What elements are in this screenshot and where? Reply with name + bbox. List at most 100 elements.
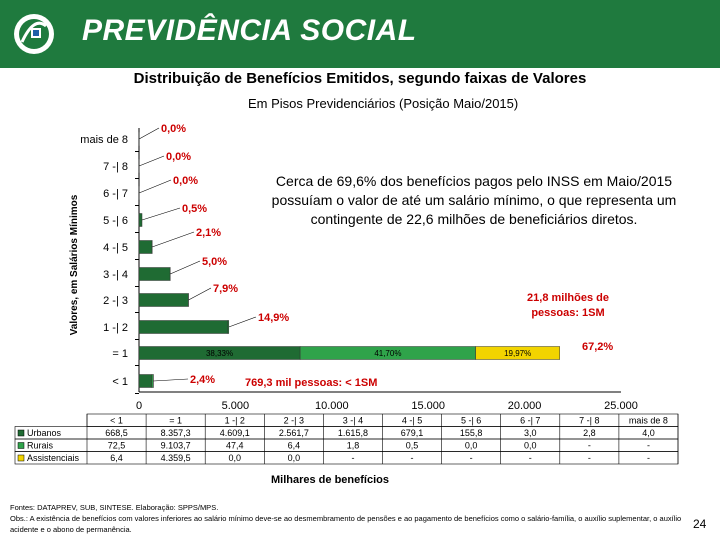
bar-segment-assistenciais (475, 346, 560, 360)
bar-percent-label: 7,9% (213, 283, 238, 295)
table-cell: 1,8 (347, 441, 360, 451)
y-tick-label: 1 -| 2 (103, 322, 128, 334)
eq1-people-note-line1: 21,8 milhões de (527, 292, 609, 304)
table-header-cell: mais de 8 (629, 416, 668, 426)
bar-segment-urbanos (138, 213, 143, 227)
y-tick-label: 2 -| 3 (103, 295, 128, 307)
table-cell: 2,8 (583, 428, 596, 438)
legend-series-name: Assistenciais (27, 453, 80, 463)
label-leader (138, 127, 160, 140)
previdencia-logo-icon (14, 14, 54, 54)
table-row (14, 451, 679, 465)
table-header-cell: 6 -| 7 (520, 416, 540, 426)
y-tick-label: 5 -| 6 (103, 215, 128, 227)
table-cell: - (647, 453, 650, 463)
eq1-total-label: 67,2% (582, 341, 613, 353)
y-tick-label: mais de 8 (80, 134, 128, 146)
bar-percent-label: 0,5% (182, 203, 207, 215)
legend-series-name: Rurais (27, 441, 54, 451)
page-subtitle: Em Pisos Previdenciários (Posição Maio/2… (248, 96, 519, 111)
table-cell: 0,0 (524, 441, 537, 451)
table-cell: 0,5 (406, 441, 419, 451)
bar-segment-urbanos (138, 267, 171, 281)
bar-segment-urbanos (138, 374, 153, 388)
table-cell: 668,5 (105, 428, 128, 438)
lt1-people-note: 769,3 mil pessoas: < 1SM (245, 377, 377, 389)
x-tick-label: 25.000 (604, 400, 638, 412)
table-cell: 679,1 (401, 428, 424, 438)
table-cell: 6,4 (288, 441, 301, 451)
legend-swatch (17, 429, 25, 437)
page-title: Distribuição de Benefícios Emitidos, seg… (133, 70, 587, 87)
bar-percent-label: 14,9% (258, 312, 289, 324)
table-cell: 4.359,5 (161, 453, 191, 463)
table-header-cell: 5 -| 6 (461, 416, 481, 426)
legend-swatch (17, 442, 25, 449)
bar-segment-urbanos (138, 320, 229, 334)
table-cell: - (351, 453, 354, 463)
label-leader (138, 179, 172, 194)
table-cell: - (588, 441, 591, 451)
label-leader (153, 378, 189, 382)
y-tick-label: < 1 (112, 376, 128, 388)
x-axis-title: Milhares de benefícios (271, 474, 389, 486)
table-cell: - (411, 453, 414, 463)
eq1-people-note-line2: pessoas: 1SM (531, 307, 604, 319)
y-tick-label: 3 -| 4 (103, 269, 128, 281)
label-leader (170, 260, 201, 275)
segment-percent-label: 41,70% (374, 349, 401, 358)
table-cell: 6,4 (110, 453, 123, 463)
table-cell: - (588, 453, 591, 463)
table-header-cell: 1 -| 2 (225, 416, 245, 426)
page-number: 24 (693, 517, 707, 531)
segment-percent-label: 38,33% (206, 349, 233, 358)
bar-segment-urbanos (138, 240, 153, 254)
table-header-cell: 3 -| 4 (343, 416, 363, 426)
table-cell: 4,0 (642, 428, 655, 438)
label-leader (152, 231, 195, 248)
table-header-cell: 4 -| 5 (402, 416, 422, 426)
x-tick-label: 15.000 (411, 400, 445, 412)
table-header-cell: < 1 (110, 416, 123, 426)
bar-percent-label: 5,0% (202, 256, 227, 268)
label-leader (138, 155, 165, 167)
y-tick-label: 7 -| 8 (103, 161, 128, 173)
footer-notes: Fontes: DATAPREV, SUB, SINTESE. Elaboraç… (10, 502, 690, 535)
table-cell: - (647, 441, 650, 451)
bar-segment-rurais (227, 320, 230, 334)
legend-swatch (17, 454, 25, 462)
table-header-cell: = 1 (169, 416, 182, 426)
table-cell: 155,8 (460, 428, 483, 438)
y-tick-label: = 1 (112, 348, 128, 360)
table-cell: 3,0 (524, 428, 537, 438)
x-tick-label: 0 (136, 400, 142, 412)
y-tick-label: 6 -| 7 (103, 188, 128, 200)
table-cell: 0,0 (288, 453, 301, 463)
table-cell: 4.609,1 (220, 428, 250, 438)
table-cell: 8.357,3 (161, 428, 191, 438)
table-cell: 47,4 (226, 441, 244, 451)
table-cell: 0,0 (228, 453, 241, 463)
table-cell: 0,0 (465, 441, 478, 451)
table-cell: 9.103,7 (161, 441, 191, 451)
footer-observation: Obs.: A existência de benefícios com val… (10, 514, 682, 534)
segment-percent-label: 19,97% (504, 349, 531, 358)
bar-percent-label: 0,0% (173, 175, 198, 187)
table-cell: 72,5 (108, 441, 126, 451)
x-tick-label: 10.000 (315, 400, 349, 412)
bar-percent-label: 2,1% (196, 227, 221, 239)
legend-series-name: Urbanos (27, 428, 62, 438)
bar-percent-label: 2,4% (190, 374, 215, 386)
header-bar: PREVIDÊNCIA SOCIAL (0, 0, 720, 68)
table-header-cell: 2 -| 3 (284, 416, 304, 426)
bar-percent-label: 0,0% (166, 151, 191, 163)
y-axis-title: Valores, em Salários Mínimos (69, 194, 80, 335)
label-leader (228, 316, 257, 328)
table-cell: 2.561,7 (279, 428, 309, 438)
y-tick-label: 4 -| 5 (103, 242, 128, 254)
table-cell: - (470, 453, 473, 463)
table-cell: - (529, 453, 532, 463)
bar-segment-urbanos (138, 293, 189, 307)
table-cell: 1.615,8 (338, 428, 368, 438)
